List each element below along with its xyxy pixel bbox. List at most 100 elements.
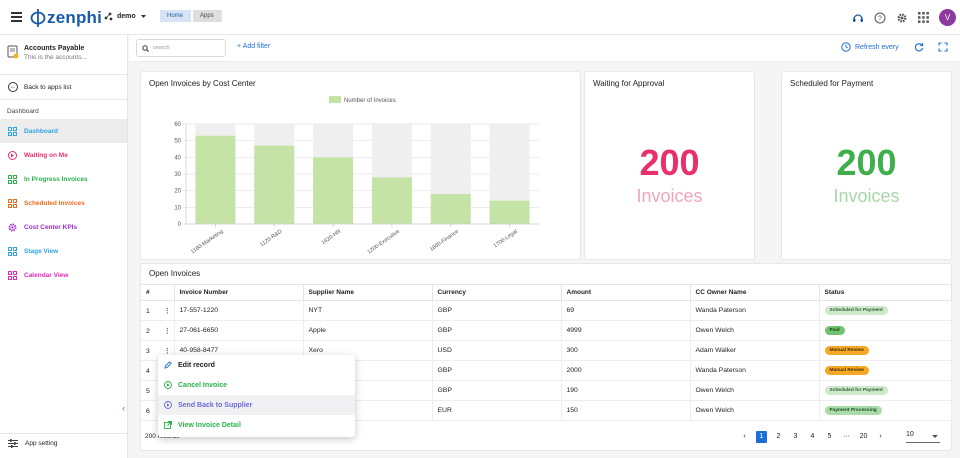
x-tick-label: 1180-Marketing — [190, 229, 224, 256]
col-header-amount[interactable]: Amount — [561, 284, 691, 301]
refresh-every-button[interactable]: Refresh every — [841, 42, 899, 52]
apps-grid-icon[interactable] — [918, 12, 929, 23]
cell-invoice: 27-061-6650 — [174, 320, 304, 341]
page-button[interactable]: 4 — [810, 433, 815, 440]
cell-amount: 300 — [561, 340, 691, 361]
avatar[interactable]: V — [939, 9, 956, 26]
page-button[interactable]: 5 — [827, 433, 832, 440]
y-tick-label: 30 — [174, 172, 181, 178]
breadcrumb-home[interactable]: Home — [160, 10, 192, 22]
bar — [195, 135, 236, 224]
app-setting-link[interactable]: App setting — [8, 439, 58, 448]
menu-item-cancel-invoice[interactable]: Cancel Invoice — [158, 375, 355, 395]
bar — [371, 177, 412, 224]
prev-page-icon[interactable]: ‹ — [743, 433, 746, 440]
fullscreen-icon[interactable] — [938, 42, 948, 52]
row-number: 3 — [146, 347, 150, 355]
page-button[interactable]: 1 — [756, 431, 767, 443]
row-actions-icon[interactable]: ⋮ — [163, 347, 171, 355]
table-row[interactable]: 2 ⋮ 27-061-6650 Apple GBP 4999 Owen Welch… — [141, 320, 952, 341]
cell-status: Scheduled for Payment — [819, 300, 952, 321]
page-size-value: 10 — [906, 431, 914, 438]
section-label: Dashboard — [7, 108, 39, 115]
sidebar-item-in-progress-invoices[interactable]: In Progress Invoices — [0, 167, 127, 191]
sidebar-item-calendar-view[interactable]: Calendar View — [0, 263, 127, 287]
logo[interactable]: zenphi — [30, 7, 102, 29]
gear-icon[interactable] — [896, 12, 908, 24]
bar — [489, 200, 530, 224]
col-header-status[interactable]: Status — [819, 284, 952, 301]
open-icon — [164, 421, 172, 429]
chevron-down-icon — [932, 435, 938, 438]
collapse-sidebar-icon[interactable]: ‹ — [122, 403, 125, 413]
workspace-switcher[interactable]: demo — [104, 12, 147, 21]
col-header-supplier[interactable]: Supplier Name — [303, 284, 433, 301]
bar-chart: Number of Invoices 0 10 20 30 40 50 60 1180-Mark… — [174, 96, 539, 256]
sidebar-item-dashboard[interactable]: Dashboard — [0, 119, 127, 143]
clock-icon — [841, 42, 851, 52]
breadcrumb: Home Apps — [160, 10, 222, 22]
menu-item-view-invoice-detail[interactable]: View Invoice Detail — [158, 415, 355, 435]
cell-number: 2 ⋮ — [141, 320, 175, 341]
page-button[interactable]: ··· — [843, 433, 850, 440]
gear-icon — [8, 223, 17, 231]
cell-supplier: NYT — [303, 300, 433, 321]
menu-icon[interactable] — [11, 12, 22, 22]
cell-status: Manual Review — [819, 340, 952, 361]
add-filter-button[interactable]: + Add filter — [237, 43, 271, 50]
row-actions-icon[interactable]: ⋮ — [163, 307, 171, 315]
zenphi-logo-icon — [30, 9, 46, 27]
chart-title: Open Invoices by Cost Center — [149, 79, 256, 88]
grid-icon — [8, 174, 17, 184]
bar — [430, 194, 471, 224]
col-header-invoice[interactable]: Invoice Number — [174, 284, 304, 301]
app-icon — [7, 45, 19, 59]
refresh-icon[interactable] — [914, 42, 924, 52]
back-to-apps-link[interactable]: ← Back to apps list — [8, 82, 71, 92]
support-icon[interactable] — [852, 12, 864, 24]
table-row[interactable]: 1 ⋮ 17-557-1220 NYT GBP 69 Wanda Paterson… — [141, 300, 952, 321]
sidebar-nav: Dashboard Waiting on Me In Progress Invoic… — [0, 119, 127, 287]
cell-currency: GBP — [432, 360, 562, 381]
y-tick-label: 60 — [174, 122, 181, 128]
col-header-number[interactable]: # — [141, 284, 175, 301]
sidebar-item-cost-center-kpis[interactable]: Cost Center KPIs — [0, 215, 127, 239]
help-icon[interactable]: ? — [874, 12, 886, 24]
menu-item-label: Edit record — [178, 361, 215, 369]
waiting-unit: Invoices — [636, 186, 703, 206]
grid-icon — [8, 126, 17, 136]
menu-item-edit-record[interactable]: Edit record — [158, 355, 355, 375]
page-size-select[interactable]: 10 — [906, 431, 940, 443]
sidebar-item-label: Calendar View — [24, 271, 69, 279]
pagination: ‹ 1 2 3 4 5 ··· 20 › — [736, 431, 889, 443]
page-button[interactable]: 2 — [776, 433, 781, 440]
col-header-owner[interactable]: CC Owner Name — [690, 284, 820, 301]
col-header-currency[interactable]: Currency — [432, 284, 562, 301]
sidebar-item-label: Scheduled Invoices — [24, 199, 85, 207]
menu-item-label: View Invoice Detail — [178, 421, 241, 429]
cell-currency: EUR — [432, 400, 562, 421]
breadcrumb-apps[interactable]: Apps — [193, 10, 222, 22]
table-header-row: # Invoice Number Supplier Name Currency … — [141, 284, 952, 301]
status-badge: Scheduled for Payment — [824, 386, 888, 395]
menu-item-send-back-to-supplier[interactable]: Send Back to Supplier — [158, 395, 355, 415]
search-input[interactable]: search — [136, 39, 226, 57]
logo-text: zenphi — [47, 8, 103, 27]
y-tick-label: 50 — [174, 139, 181, 145]
menu-item-label: Send Back to Supplier — [178, 401, 253, 409]
page-button[interactable]: 3 — [793, 433, 798, 440]
waiting-approval-card[interactable]: Waiting for Approval 200 Invoices — [584, 71, 755, 260]
arrow-left-icon: ← — [8, 82, 18, 92]
cell-status: Paid — [819, 320, 952, 341]
next-page-icon[interactable]: › — [879, 433, 882, 440]
sidebar-item-waiting-on-me[interactable]: Waiting on Me — [0, 143, 127, 167]
sidebar: Accounts Payable This is the accounts...… — [0, 35, 128, 458]
legend-swatch — [329, 96, 341, 103]
scheduled-payment-card[interactable]: Scheduled for Payment 200 Invoices — [781, 71, 952, 260]
cell-supplier: Apple — [303, 320, 433, 341]
sidebar-item-stage-view[interactable]: Stage View — [0, 239, 127, 263]
sidebar-item-scheduled-invoices[interactable]: Scheduled Invoices — [0, 191, 127, 215]
page-button[interactable]: 20 — [859, 433, 868, 440]
row-actions-icon[interactable]: ⋮ — [163, 327, 171, 335]
row-context-menu: Edit record Cancel Invoice Send Back to Su… — [158, 355, 355, 437]
